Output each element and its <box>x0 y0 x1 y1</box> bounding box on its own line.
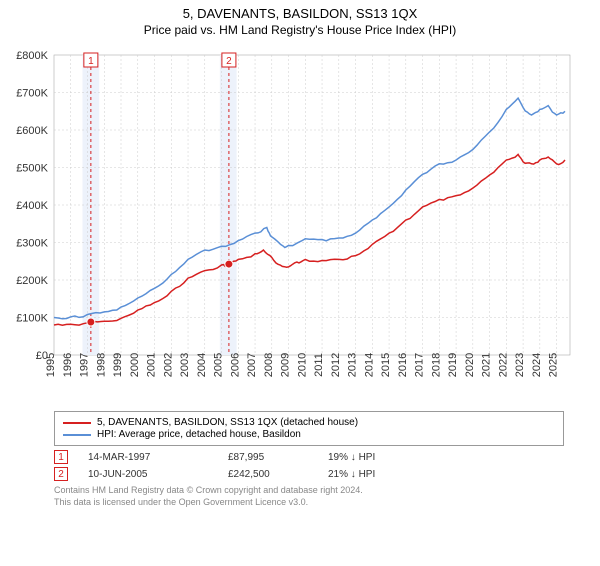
chart-title: 5, DAVENANTS, BASILDON, SS13 1QX <box>0 6 600 21</box>
sale-badge: 1 <box>54 450 68 464</box>
svg-text:2006: 2006 <box>229 353 241 377</box>
svg-text:£100K: £100K <box>16 313 48 325</box>
svg-text:£700K: £700K <box>16 88 48 100</box>
sales-list: 1 14-MAR-1997£87,99519% ↓ HPI 2 10-JUN-2005… <box>0 450 600 481</box>
svg-text:2011: 2011 <box>313 353 325 377</box>
svg-text:2010: 2010 <box>296 353 308 377</box>
sale-price: £242,500 <box>228 469 328 480</box>
svg-text:2003: 2003 <box>179 353 191 377</box>
legend-item-price-paid: 5, DAVENANTS, BASILDON, SS13 1QX (detach… <box>63 417 555 428</box>
svg-text:2000: 2000 <box>129 353 141 377</box>
legend: 5, DAVENANTS, BASILDON, SS13 1QX (detach… <box>54 411 564 446</box>
svg-text:2005: 2005 <box>213 353 225 377</box>
svg-text:1: 1 <box>88 56 94 67</box>
svg-text:2016: 2016 <box>397 353 409 377</box>
svg-text:£800K: £800K <box>16 50 48 62</box>
svg-text:1999: 1999 <box>112 353 124 377</box>
svg-text:1996: 1996 <box>62 353 74 377</box>
legend-label-hpi: HPI: Average price, detached house, Basi… <box>97 429 301 440</box>
svg-text:2008: 2008 <box>263 353 275 377</box>
sale-hpi-delta: 19% ↓ HPI <box>328 452 375 463</box>
footer-line-2: This data is licensed under the Open Gov… <box>54 497 564 509</box>
sale-date: 10-JUN-2005 <box>88 469 228 480</box>
legend-swatch-hpi <box>63 434 91 436</box>
svg-text:1995: 1995 <box>45 353 57 377</box>
svg-text:2001: 2001 <box>146 353 158 377</box>
svg-text:2020: 2020 <box>464 353 476 377</box>
svg-text:£300K: £300K <box>16 238 48 250</box>
svg-text:2015: 2015 <box>380 353 392 377</box>
svg-text:£500K: £500K <box>16 163 48 175</box>
svg-text:2017: 2017 <box>414 353 426 377</box>
chart-container: £0£100K£200K£300K£400K£500K£600K£700K£80… <box>0 45 600 405</box>
footer: Contains HM Land Registry data © Crown c… <box>54 485 564 508</box>
svg-text:2025: 2025 <box>548 353 560 377</box>
sale-badge: 2 <box>54 467 68 481</box>
footer-line-1: Contains HM Land Registry data © Crown c… <box>54 485 564 497</box>
svg-text:2022: 2022 <box>497 353 509 377</box>
svg-text:2021: 2021 <box>481 353 493 377</box>
svg-text:2002: 2002 <box>162 353 174 377</box>
svg-text:2012: 2012 <box>330 353 342 377</box>
sale-row: 2 10-JUN-2005£242,50021% ↓ HPI <box>54 467 564 481</box>
svg-text:2007: 2007 <box>246 353 258 377</box>
line-chart: £0£100K£200K£300K£400K£500K£600K£700K£80… <box>0 45 600 405</box>
legend-swatch-price-paid <box>63 422 91 424</box>
svg-text:2014: 2014 <box>363 353 375 377</box>
svg-text:2023: 2023 <box>514 353 526 377</box>
svg-text:1998: 1998 <box>95 353 107 377</box>
svg-text:2009: 2009 <box>280 353 292 377</box>
svg-text:£600K: £600K <box>16 125 48 137</box>
svg-text:£400K: £400K <box>16 200 48 212</box>
sale-price: £87,995 <box>228 452 328 463</box>
sale-date: 14-MAR-1997 <box>88 452 228 463</box>
svg-text:2024: 2024 <box>531 353 543 377</box>
svg-text:2018: 2018 <box>430 353 442 377</box>
svg-text:£200K: £200K <box>16 275 48 287</box>
chart-subtitle: Price paid vs. HM Land Registry's House … <box>0 23 600 37</box>
sale-hpi-delta: 21% ↓ HPI <box>328 469 375 480</box>
svg-text:2019: 2019 <box>447 353 459 377</box>
legend-item-hpi: HPI: Average price, detached house, Basi… <box>63 429 555 440</box>
svg-text:2: 2 <box>226 56 232 67</box>
svg-text:2004: 2004 <box>196 353 208 377</box>
svg-text:1997: 1997 <box>79 353 91 377</box>
svg-text:2013: 2013 <box>347 353 359 377</box>
sale-row: 1 14-MAR-1997£87,99519% ↓ HPI <box>54 450 564 464</box>
legend-label-price-paid: 5, DAVENANTS, BASILDON, SS13 1QX (detach… <box>97 417 358 428</box>
